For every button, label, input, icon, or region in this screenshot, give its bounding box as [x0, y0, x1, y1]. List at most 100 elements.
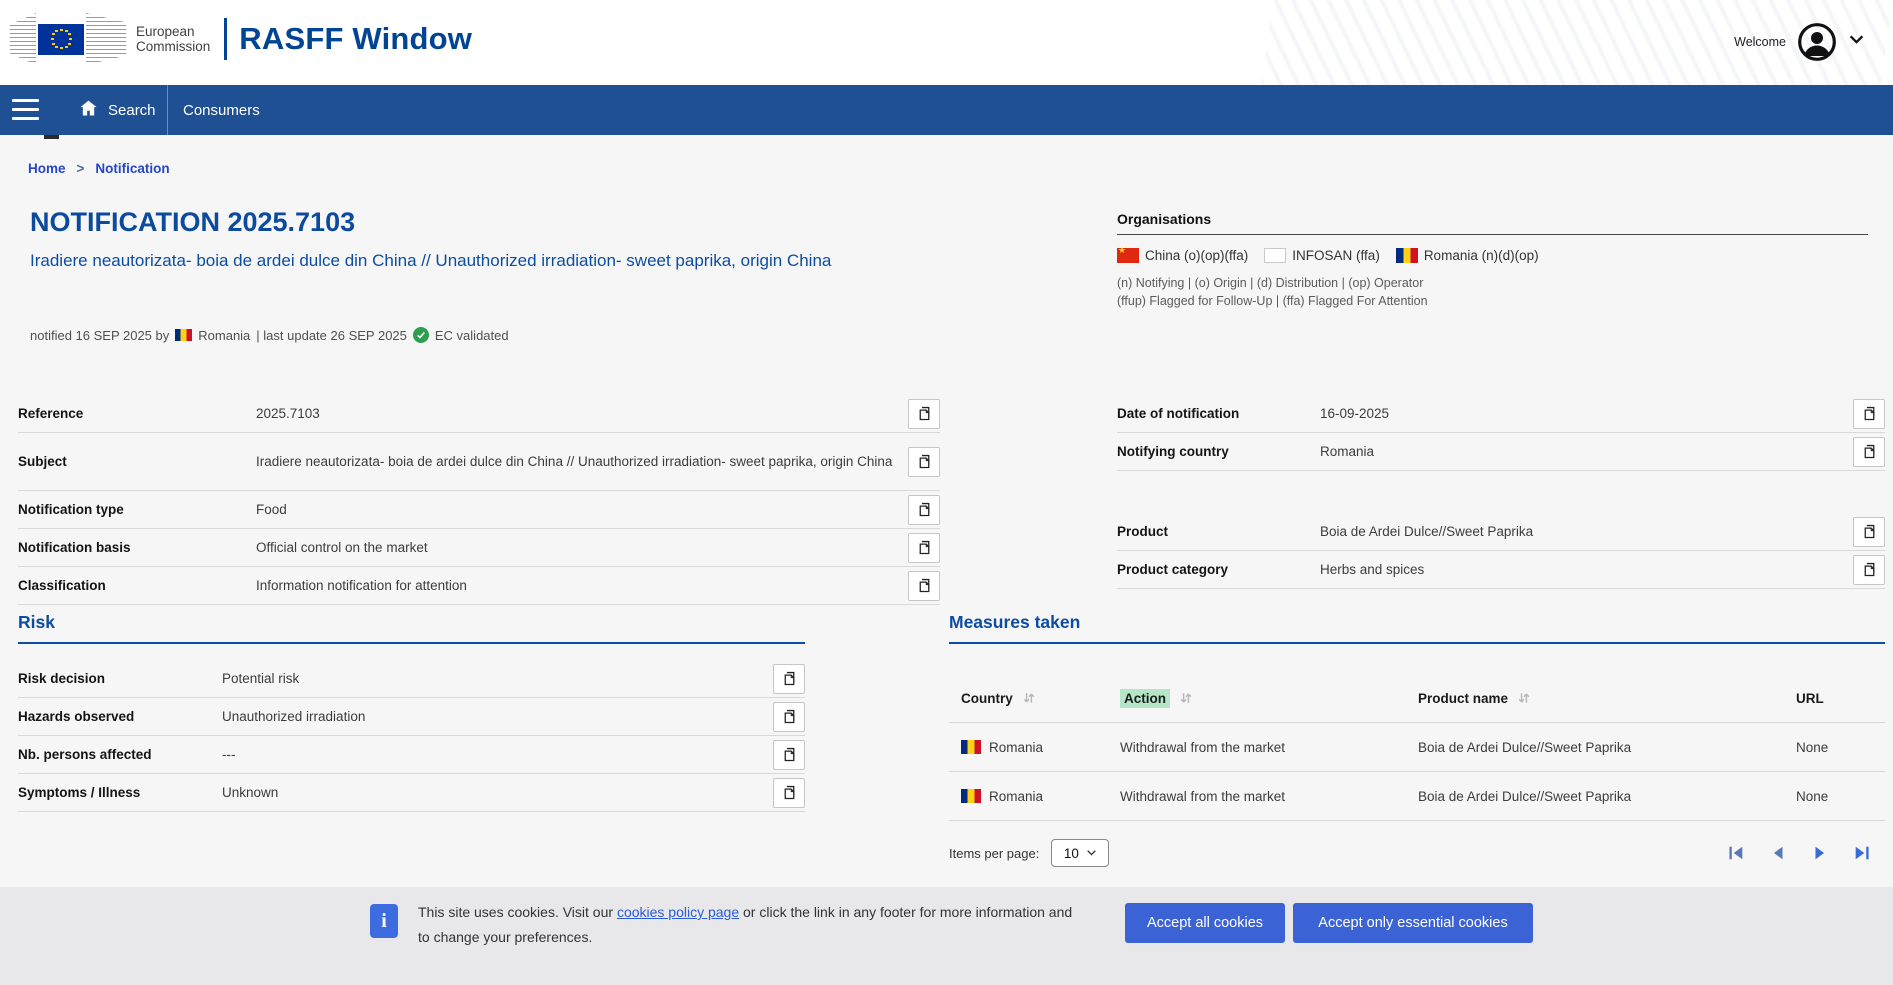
home-icon — [78, 98, 99, 123]
risk-section-divider — [18, 642, 805, 644]
cookie-policy-link[interactable]: cookies policy page — [616, 904, 740, 920]
sort-icon[interactable] — [1021, 690, 1037, 706]
nav-item-consumers[interactable]: Consumers — [183, 85, 260, 135]
column-header-country[interactable]: Country — [949, 690, 1120, 706]
logo-fan-left — [10, 13, 36, 65]
main-nav: Search Consumers — [0, 85, 1893, 135]
legend-line-2: (ffup) Flagged for Follow-Up | (ffa) Fla… — [1117, 294, 1428, 308]
risk-row-hazards: Hazards observed Unauthorized irradiatio… — [18, 698, 805, 736]
risk-row-symptoms: Symptoms / Illness Unknown — [18, 774, 805, 812]
app-logo: European Commission RASFF Window — [10, 7, 472, 71]
copy-button[interactable] — [1853, 398, 1885, 429]
items-per-page-select[interactable]: 10 — [1051, 839, 1110, 867]
detail-value: --- — [222, 747, 236, 762]
copy-button[interactable] — [1853, 554, 1885, 585]
previous-page-button[interactable] — [1769, 844, 1787, 862]
welcome-label: Welcome — [1734, 35, 1786, 49]
accept-all-cookies-button[interactable]: Accept all cookies — [1125, 903, 1285, 943]
detail-label: Notification basis — [18, 540, 131, 555]
user-menu-chevron-icon[interactable] — [1848, 31, 1865, 53]
detail-value: Boia de Ardei Dulce//Sweet Paprika — [1320, 524, 1534, 539]
sort-icon[interactable] — [1516, 690, 1532, 706]
ec-validated-label: EC validated — [434, 327, 509, 343]
column-header-product-name[interactable]: Product name — [1418, 690, 1793, 706]
detail-value: 2025.7103 — [256, 406, 320, 421]
org-entry-label: China (o)(op)(ffa) — [1145, 248, 1249, 263]
detail-row-subject: Subject Iradiere neautorizata- boia de a… — [18, 433, 940, 491]
measure-action: Withdrawal from the market — [1120, 788, 1286, 804]
copy-button[interactable] — [1853, 436, 1885, 467]
organisations-section: Organisations China (o)(op)(ffa) INFOSAN… — [1117, 211, 1868, 310]
copy-button[interactable] — [773, 777, 805, 808]
select-chevron-icon — [1086, 846, 1097, 861]
detail-label: Notifying country — [1117, 444, 1229, 459]
next-page-button[interactable] — [1811, 844, 1829, 862]
meta-notified-text: notified 16 SEP 2025 by — [30, 327, 170, 343]
sort-icon[interactable] — [1178, 690, 1194, 706]
items-per-page-value: 10 — [1063, 845, 1079, 861]
logo-fan-right — [86, 13, 126, 65]
detail-value: Food — [256, 502, 287, 517]
pagination — [1727, 844, 1885, 862]
breadcrumb-home-link[interactable]: Home — [28, 161, 66, 176]
last-page-button[interactable] — [1853, 844, 1871, 862]
detail-label: Nb. persons affected — [18, 747, 152, 762]
measure-url: None — [1796, 788, 1829, 804]
romania-flag-icon — [1395, 248, 1418, 263]
copy-button[interactable] — [773, 663, 805, 694]
title-divider — [224, 18, 228, 60]
app-header: European Commission RASFF Window Welcome — [0, 0, 1893, 85]
detail-row-product: Product Boia de Ardei Dulce//Sweet Papri… — [1117, 513, 1885, 551]
detail-label: Notification type — [18, 502, 124, 517]
organisations-divider — [1117, 234, 1868, 235]
breadcrumb: Home > Notification — [28, 161, 170, 176]
column-header-url: URL — [1796, 690, 1824, 706]
cookie-message: This site uses cookies. Visit our cookie… — [418, 900, 1073, 950]
meta-country: Romania — [198, 327, 251, 343]
organisations-entries: China (o)(op)(ffa) INFOSAN (ffa) Romania… — [1117, 245, 1868, 263]
detail-row-notification-basis: Notification basis Official control on t… — [18, 529, 940, 567]
details-spacer — [1117, 471, 1885, 513]
eu-flag-icon — [38, 23, 84, 55]
breadcrumb-chevron-icon: > — [76, 161, 85, 176]
column-label: Product name — [1418, 690, 1509, 706]
first-page-button[interactable] — [1727, 844, 1745, 862]
china-flag-icon — [1117, 245, 1139, 263]
user-menu[interactable]: Welcome — [1734, 22, 1865, 62]
notification-dates-product-table: Date of notification 16-09-2025 Notifyin… — [1117, 395, 1885, 589]
detail-label: Classification — [18, 578, 106, 593]
copy-button[interactable] — [1853, 516, 1885, 547]
info-icon: i — [370, 904, 398, 938]
copy-button[interactable] — [908, 532, 940, 563]
copy-button[interactable] — [908, 570, 940, 601]
hamburger-menu-button[interactable] — [12, 99, 39, 120]
measure-product: Boia de Ardei Dulce//Sweet Paprika — [1418, 739, 1632, 755]
detail-value: Unknown — [222, 785, 279, 800]
copy-button[interactable] — [773, 701, 805, 732]
nav-item-search[interactable]: Search — [78, 85, 156, 135]
infosan-flag-icon — [1264, 248, 1287, 263]
items-per-page-label: Items per page: — [949, 845, 1040, 861]
active-tab-indicator — [44, 135, 59, 139]
copy-button[interactable] — [773, 739, 805, 770]
logo-text: European Commission — [136, 24, 210, 54]
cookie-message-after: or click the link in any footer for more… — [418, 904, 1073, 945]
risk-row-decision: Risk decision Potential risk — [18, 660, 805, 698]
copy-button[interactable] — [908, 494, 940, 525]
organisations-title: Organisations — [1117, 211, 1212, 227]
detail-label: Date of notification — [1117, 406, 1240, 421]
detail-label: Hazards observed — [18, 709, 135, 724]
column-label: Country — [961, 690, 1013, 706]
copy-button[interactable] — [908, 446, 940, 477]
copy-button[interactable] — [908, 398, 940, 429]
column-header-action[interactable]: Action — [1120, 688, 1418, 708]
user-avatar-icon[interactable] — [1797, 22, 1837, 62]
measure-country-cell: Romania — [949, 740, 1120, 755]
accept-essential-cookies-button[interactable]: Accept only essential cookies — [1293, 903, 1533, 943]
romania-flag-icon — [961, 789, 981, 803]
detail-value: Official control on the market — [256, 540, 428, 555]
measures-table-footer: Items per page: 10 — [949, 839, 1885, 867]
page-title: NOTIFICATION 2025.7103 — [30, 207, 356, 237]
detail-label: Symptoms / Illness — [18, 785, 141, 800]
breadcrumb-current[interactable]: Notification — [95, 161, 170, 176]
